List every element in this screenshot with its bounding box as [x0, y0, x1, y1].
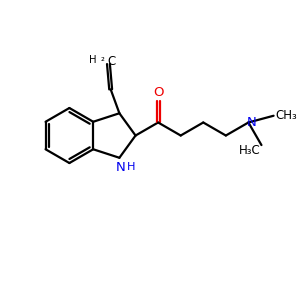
- Text: C: C: [108, 55, 116, 68]
- Text: CH₃: CH₃: [275, 109, 297, 122]
- Text: N: N: [116, 160, 126, 173]
- Text: H: H: [89, 56, 96, 65]
- Text: H: H: [127, 162, 136, 172]
- Text: N: N: [247, 116, 257, 129]
- Text: O: O: [153, 86, 164, 99]
- Text: H₃C: H₃C: [238, 144, 260, 158]
- Text: ₂: ₂: [100, 54, 104, 63]
